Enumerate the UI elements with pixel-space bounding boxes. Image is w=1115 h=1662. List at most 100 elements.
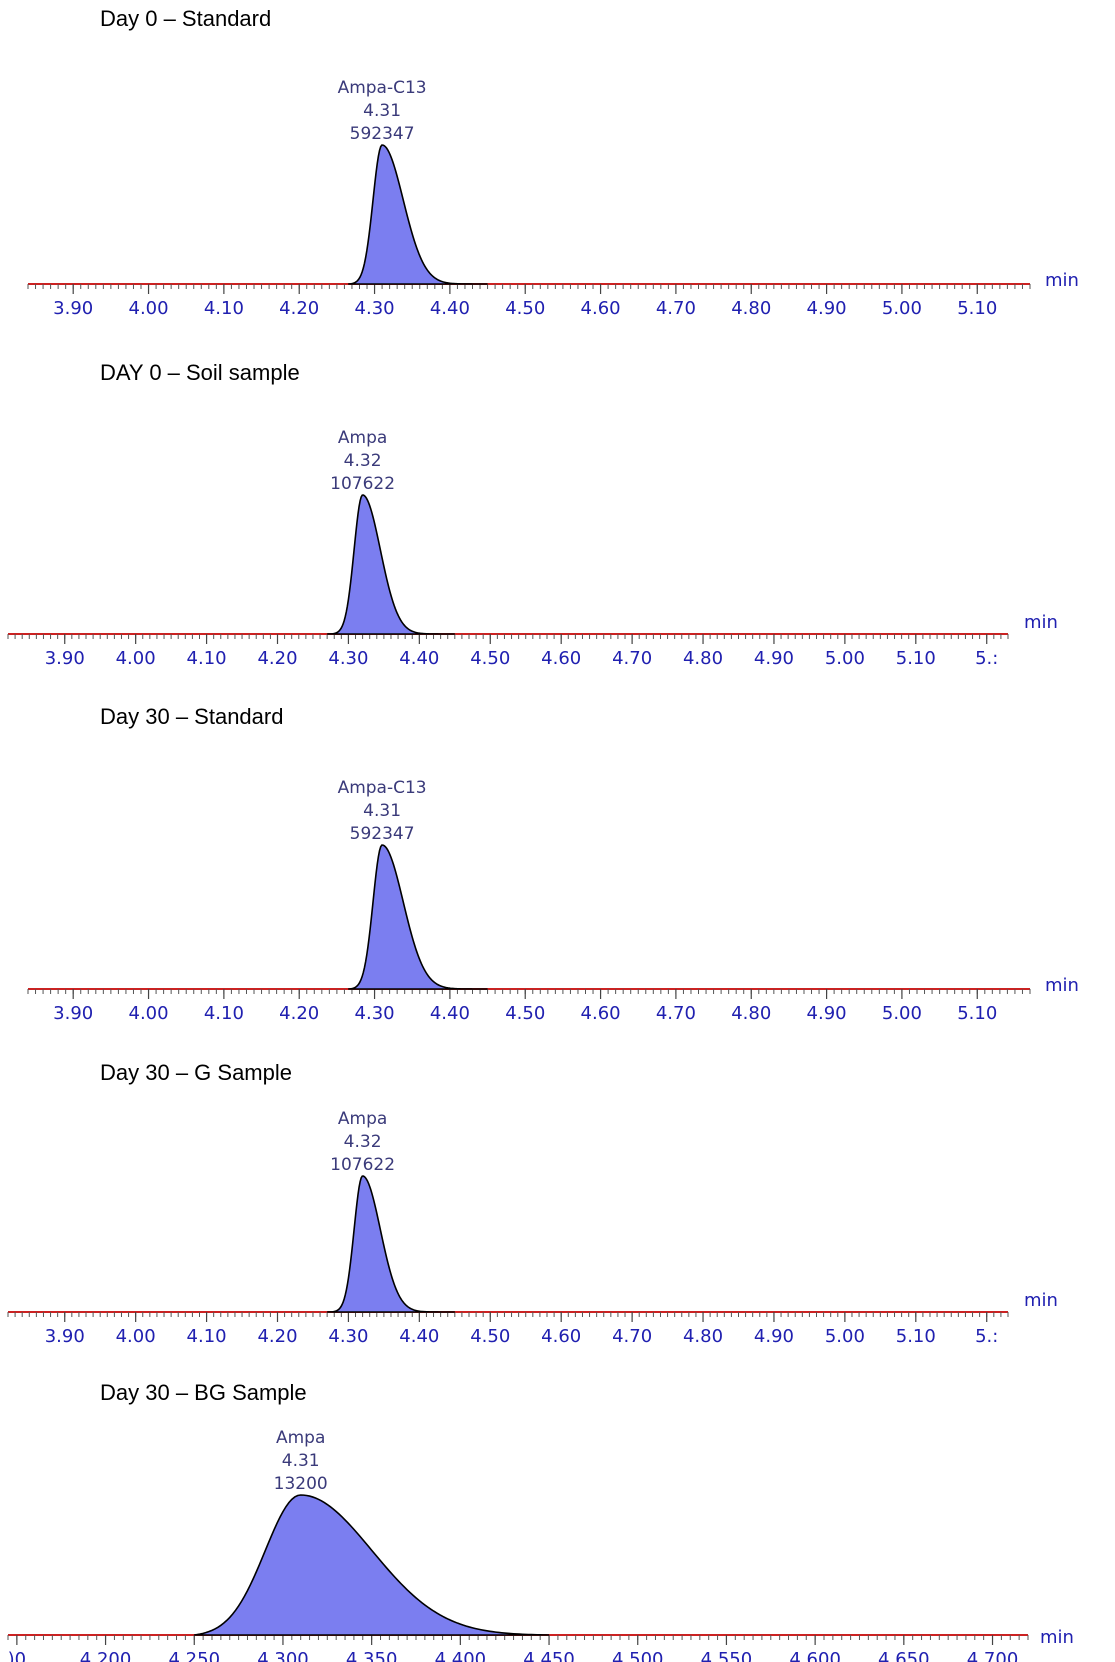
tick-label: 4.250 bbox=[168, 1649, 220, 1662]
tick-label: 4.10 bbox=[204, 1003, 244, 1024]
tick-label: 4.40 bbox=[399, 1326, 439, 1347]
tick-label: 5.: bbox=[975, 648, 998, 669]
peak-rt-label: 4.31 bbox=[282, 1451, 320, 1471]
chromatogram-chart: )0 4.200 4.250 4.300 4.350 4.400 4.450 4.500 4.5… bbox=[7, 1428, 1074, 1662]
tick-label: 4.00 bbox=[116, 1326, 156, 1347]
tick-label: 4.60 bbox=[541, 1326, 581, 1347]
tick-label: 4.80 bbox=[731, 1003, 771, 1024]
tick-label: 4.80 bbox=[683, 1326, 723, 1347]
peak-area-label: 107622 bbox=[330, 1155, 395, 1175]
tick-label: 3.90 bbox=[45, 1326, 85, 1347]
tick-label: 4.350 bbox=[346, 1649, 398, 1662]
peak-compound-label: Ampa bbox=[276, 1428, 325, 1448]
tick-label: 4.90 bbox=[754, 648, 794, 669]
peak-compound-label: Ampa-C13 bbox=[338, 778, 427, 798]
tick-label: 4.40 bbox=[430, 1003, 470, 1024]
peak-area bbox=[194, 1494, 550, 1636]
tick-label: 4.60 bbox=[581, 298, 621, 319]
minor-ticks bbox=[7, 1312, 1009, 1317]
peak-area-label: 107622 bbox=[330, 474, 395, 494]
tick-label: 5.10 bbox=[896, 648, 936, 669]
tick-label: 4.50 bbox=[470, 648, 510, 669]
tick-label: 4.30 bbox=[355, 298, 395, 319]
tick-label: 4.60 bbox=[581, 1003, 621, 1024]
peak-rt-label: 4.32 bbox=[344, 451, 382, 471]
panel-title: Day 30 – BG Sample bbox=[100, 1380, 307, 1405]
tick-label: 4.50 bbox=[470, 1326, 510, 1347]
tick-label: 5.10 bbox=[896, 1326, 936, 1347]
panel-title: Day 30 – Standard bbox=[100, 704, 284, 729]
peak-rt-label: 4.32 bbox=[344, 1132, 382, 1152]
tick-label: 4.90 bbox=[807, 1003, 847, 1024]
tick-label: 4.70 bbox=[656, 1003, 696, 1024]
tick-label: 4.200 bbox=[80, 1649, 132, 1662]
tick-label: 5.10 bbox=[957, 1003, 997, 1024]
tick-label: 4.80 bbox=[683, 648, 723, 669]
peak-compound-label: Ampa-C13 bbox=[338, 78, 427, 98]
tick-label: 4.10 bbox=[204, 298, 244, 319]
peak-area bbox=[327, 494, 455, 635]
chromatogram-panel-4: Day 30 – G Sample 3.90 4.00 4.10 4.20 4.30 4.… bbox=[0, 1040, 1115, 1350]
chromatogram-chart: 3.90 4.00 4.10 4.20 4.30 4.40 4.50 4.60 4.70 4.80… bbox=[27, 78, 1079, 319]
tick-label: 4.500 bbox=[612, 1649, 664, 1662]
tick-label: 4.300 bbox=[257, 1649, 309, 1662]
axis-unit-label: min bbox=[1024, 1290, 1058, 1311]
chromatogram-panel-2: DAY 0 – Soil sample 3.90 4.00 4.10 4.20 4.30… bbox=[0, 340, 1115, 680]
axis-unit-label: min bbox=[1024, 612, 1058, 633]
tick-label: 4.00 bbox=[129, 1003, 169, 1024]
tick-label: 4.70 bbox=[612, 1326, 652, 1347]
peak-area-label: 592347 bbox=[350, 824, 415, 844]
tick-label: 4.30 bbox=[328, 1326, 368, 1347]
tick-label: 5.00 bbox=[882, 1003, 922, 1024]
tick-label: 4.650 bbox=[878, 1649, 930, 1662]
chromatogram-chart: 3.90 4.00 4.10 4.20 4.30 4.40 4.50 4.60 4.70 4.80… bbox=[7, 428, 1058, 669]
tick-label: 4.600 bbox=[789, 1649, 841, 1662]
axis-unit-label: min bbox=[1045, 270, 1079, 291]
tick-label: 3.90 bbox=[45, 648, 85, 669]
tick-label: )0 bbox=[8, 1649, 26, 1662]
tick-label: 4.30 bbox=[355, 1003, 395, 1024]
peak-area bbox=[327, 1175, 455, 1313]
tick-label: 4.90 bbox=[807, 298, 847, 319]
chromatogram-panel-1: Day 0 – Standard 3.90 4.00 4.10 4.20 4.30 4.4… bbox=[0, 0, 1115, 330]
tick-label: 4.450 bbox=[523, 1649, 575, 1662]
peak-compound-label: Ampa bbox=[338, 1109, 387, 1129]
tick-label: 5.: bbox=[975, 1326, 998, 1347]
tick-label: 4.20 bbox=[279, 1003, 319, 1024]
tick-label: 4.70 bbox=[612, 648, 652, 669]
tick-label: 4.00 bbox=[129, 298, 169, 319]
tick-label: 4.50 bbox=[505, 298, 545, 319]
panel-title: Day 30 – G Sample bbox=[100, 1060, 292, 1085]
chromatogram-panel-5: Day 30 – BG Sample )0 4.200 4.250 4.300 4.35… bbox=[0, 1360, 1115, 1662]
tick-label: 4.80 bbox=[731, 298, 771, 319]
tick-label: 4.700 bbox=[967, 1649, 1019, 1662]
peak-area bbox=[348, 844, 488, 990]
tick-label: 4.10 bbox=[187, 1326, 227, 1347]
tick-label: 4.20 bbox=[257, 648, 297, 669]
peak-rt-label: 4.31 bbox=[363, 801, 401, 821]
tick-label: 3.90 bbox=[53, 1003, 93, 1024]
chromatogram-panel-3: Day 30 – Standard 3.90 4.00 4.10 4.20 4.30 4.… bbox=[0, 690, 1115, 1030]
panel-title: DAY 0 – Soil sample bbox=[100, 360, 300, 385]
peak-area-label: 592347 bbox=[350, 124, 415, 144]
axis-unit-label: min bbox=[1045, 975, 1079, 996]
tick-label: 4.00 bbox=[116, 648, 156, 669]
tick-label: 4.90 bbox=[754, 1326, 794, 1347]
tick-label: 4.400 bbox=[435, 1649, 487, 1662]
tick-label: 4.30 bbox=[328, 648, 368, 669]
peak-area bbox=[348, 144, 488, 285]
tick-label: 4.20 bbox=[279, 298, 319, 319]
chromatogram-chart: 3.90 4.00 4.10 4.20 4.30 4.40 4.50 4.60 4.70 4.80… bbox=[27, 778, 1079, 1024]
tick-label: 5.00 bbox=[882, 298, 922, 319]
tick-label: 5.00 bbox=[825, 1326, 865, 1347]
peak-area-label: 13200 bbox=[274, 1474, 328, 1494]
tick-label: 4.70 bbox=[656, 298, 696, 319]
tick-label: 4.40 bbox=[399, 648, 439, 669]
axis-unit-label: min bbox=[1040, 1627, 1074, 1648]
tick-label: 4.60 bbox=[541, 648, 581, 669]
tick-label: 5.00 bbox=[825, 648, 865, 669]
minor-ticks bbox=[27, 284, 1031, 289]
tick-label: 4.20 bbox=[257, 1326, 297, 1347]
peak-rt-label: 4.31 bbox=[363, 101, 401, 121]
chromatogram-chart: 3.90 4.00 4.10 4.20 4.30 4.40 4.50 4.60 4.70 4.80… bbox=[7, 1109, 1058, 1347]
